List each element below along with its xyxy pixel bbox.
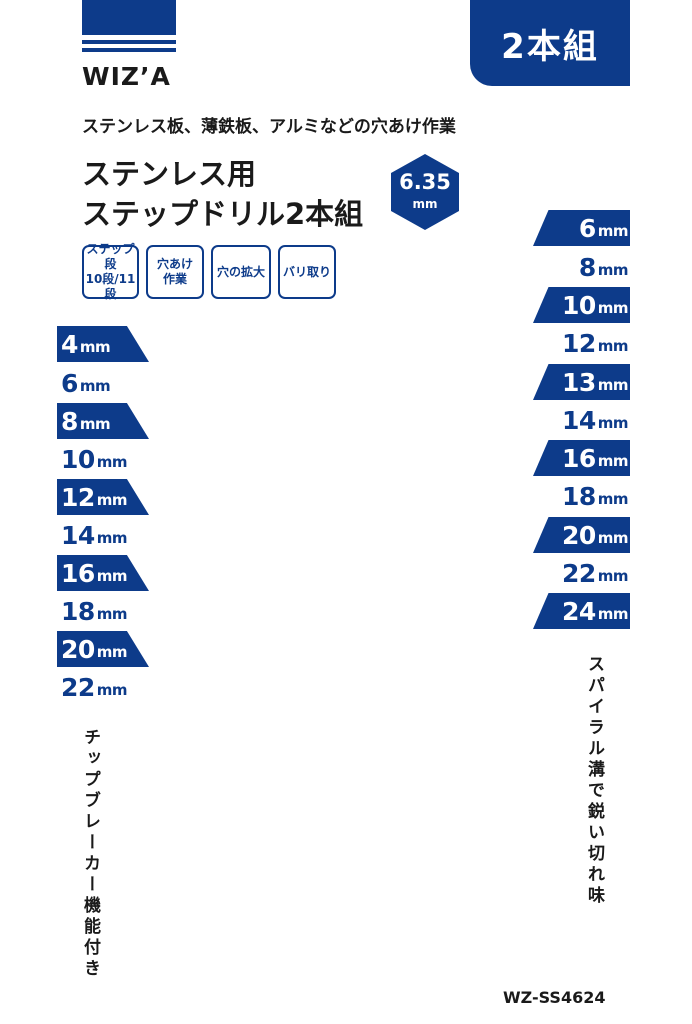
- right-size-step: 22 mm: [561, 558, 629, 588]
- right-size-step: 10 mm: [533, 287, 630, 323]
- right-size-step: 24 mm: [533, 593, 630, 629]
- right-size-step: 20 mm: [533, 517, 630, 553]
- left-size-step: 16 mm: [57, 555, 149, 591]
- left-size-step: 14 mm: [61, 520, 128, 550]
- product-title-line2: ステップドリル2本組: [82, 197, 364, 231]
- logo-stripe: [82, 48, 176, 52]
- right-size-step: 16 mm: [533, 440, 630, 476]
- left-size-step: 12 mm: [57, 479, 149, 515]
- left-size-step: 10 mm: [61, 444, 128, 474]
- feature-label: 穴の拡大: [216, 264, 265, 279]
- chip-breaker-caption: チップブレーカー機能付き: [80, 728, 100, 980]
- left-size-step: 6 mm: [61, 368, 111, 398]
- logo-bar: [82, 0, 176, 35]
- left-size-step: 4 mm: [57, 326, 149, 362]
- left-size-step: 18 mm: [61, 596, 128, 626]
- feature-drilling: 穴あけ 作業: [146, 245, 204, 299]
- shank-size-unit: mm: [412, 197, 438, 211]
- feature-hole-enlarge: 穴の拡大: [211, 245, 271, 299]
- feature-label: バリ取り: [282, 264, 331, 279]
- feature-label: 10段/11段: [85, 272, 136, 301]
- shank-size-value: 6.35: [399, 170, 451, 194]
- feature-label: ステップ段: [86, 242, 135, 271]
- left-size-step: 22 mm: [61, 672, 128, 702]
- right-size-step: 14 mm: [561, 405, 629, 435]
- feature-deburring: バリ取り: [278, 245, 336, 299]
- product-title-line1: ステンレス用: [82, 157, 257, 191]
- right-size-step: 13 mm: [533, 364, 630, 400]
- brand-logo: WIZ’A: [82, 62, 171, 91]
- left-size-step: 8 mm: [57, 403, 149, 439]
- spiral-flute-caption: スパイラル溝で鋭い切れ味: [584, 655, 604, 907]
- logo-stripe: [82, 40, 176, 44]
- feature-label: 穴あけ: [156, 257, 193, 271]
- right-size-step: 12 mm: [561, 328, 629, 358]
- right-size-step: 18 mm: [561, 481, 629, 511]
- model-code: WZ-SS4624: [503, 988, 606, 1007]
- right-size-step: 8 mm: [578, 252, 629, 282]
- feature-step-count: ステップ段 10段/11段: [82, 242, 139, 301]
- right-size-step: 6 mm: [533, 210, 630, 246]
- product-subtitle: ステンレス板、薄鉄板、アルミなどの穴あけ作業: [82, 117, 456, 137]
- hex-shank-icon: [391, 154, 459, 230]
- feature-label: 作業: [162, 272, 187, 286]
- set-count-badge: 2本組: [470, 0, 630, 86]
- left-size-step: 20 mm: [57, 631, 149, 667]
